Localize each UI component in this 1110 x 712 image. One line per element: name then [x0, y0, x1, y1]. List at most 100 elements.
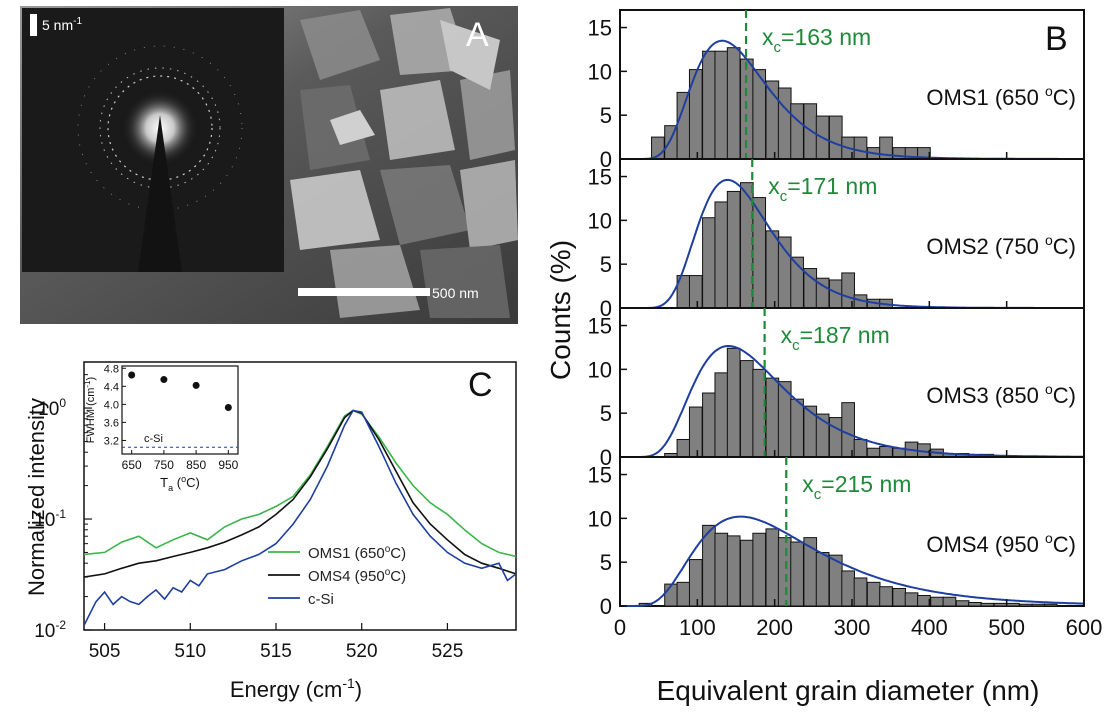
y-tick-label: 0 [600, 445, 612, 470]
xc-label-subscript: c [780, 188, 788, 205]
inset-data-point [160, 376, 168, 384]
sample-label-main: OMS3 (850 [926, 383, 1045, 408]
histogram-bar [702, 50, 716, 160]
xc-label-subscript: c [792, 337, 800, 354]
inset-y-tick-label: 4.8 [104, 363, 119, 375]
histogram-bar [688, 559, 703, 607]
legend-label-main: OMS1 (650 [308, 545, 385, 562]
panel-a-micrograph: 5 nm-1 A 500 nm [20, 6, 518, 324]
y-tick-label: 15 [588, 16, 612, 41]
sample-label-main: OMS4 (950 [926, 532, 1045, 557]
histogram-bar [980, 602, 995, 607]
legend-label: c-Si [308, 591, 334, 608]
sample-label-sup: o [1045, 381, 1053, 397]
scale-bar-label: 500 nm [432, 285, 479, 301]
panel-a-label: A [466, 16, 489, 54]
histogram-bar [790, 398, 804, 458]
histogram-subplot-2: xc=171 nm OMS2 (750 oC) 0 5 10 15 [588, 158, 1085, 321]
histogram-bar [777, 87, 792, 160]
sample-label-sup: o [1045, 232, 1053, 248]
spectrum-line-1 [84, 409, 516, 558]
inset-x-tick-label: 950 [218, 458, 238, 472]
xc-label-value: =171 nm [787, 173, 877, 199]
y-tick-exponent: -1 [55, 507, 66, 521]
xc-label-prefix: x [802, 471, 814, 497]
x-tick-label: 510 [174, 641, 206, 662]
y-tick-mantissa: 10 [34, 621, 55, 642]
inset-y-tick-label: 4.4 [104, 381, 119, 393]
x-tick-label: 600 [1066, 615, 1103, 640]
histogram-bar [702, 217, 716, 309]
histogram-bar [904, 592, 919, 607]
histogram-bar [853, 438, 868, 458]
histogram-subplot-3: xc=187 nm OMS3 (850 oC) 0 5 10 15 [588, 307, 1085, 470]
panel-b-label: B [1045, 20, 1068, 58]
xc-label: xc=171 nm [768, 173, 877, 205]
fwhm-inset: 650 750 850 950 3.2 3.6 4.0 4.4 4.8 c-Si Ta (oC) FW… [83, 363, 239, 493]
inset-reference-label: c-Si [144, 433, 163, 445]
histogram-bar [688, 406, 703, 458]
histogram-bar [853, 136, 868, 160]
histogram-bar [879, 445, 893, 458]
grain-texture [290, 8, 518, 318]
x-tick-label: 520 [346, 641, 378, 662]
inset-xlabel-sup: o [181, 474, 186, 484]
inset-x-tick-label: 850 [186, 458, 206, 472]
x-tick-label: 500 [988, 615, 1025, 640]
histogram-bar [676, 581, 691, 607]
histogram-bar [866, 447, 881, 458]
inset-xlabel-mid: ( [173, 475, 182, 490]
x-tick-label: 300 [834, 615, 871, 640]
histogram-bar [688, 275, 703, 309]
diffraction-ring [99, 67, 221, 189]
xc-label-prefix: x [781, 322, 793, 348]
histogram-bar [714, 201, 729, 309]
sample-label-sup: o [1045, 530, 1053, 546]
xc-label-value: =163 nm [781, 24, 871, 50]
y-tick-label: 5 [600, 252, 612, 277]
legend-label: OMS4 (950oC) [308, 567, 406, 585]
inset-frame [121, 365, 239, 455]
sample-label-main: OMS1 (650 [926, 85, 1045, 110]
histogram-subplot-1: xc=163 nm OMS1 (650 oC) 0 5 10 15 [588, 9, 1085, 172]
histogram-bar [917, 594, 931, 607]
inset-ylabel-main: FWHM (cm [85, 388, 97, 444]
panel-c-label: C [468, 366, 493, 404]
histogram-bar [739, 539, 754, 607]
histogram-bar [765, 377, 780, 458]
histogram-bar [726, 347, 741, 458]
y-tick-label: 15 [588, 314, 612, 339]
histogram-bar [765, 230, 780, 309]
x-tick-label: 100 [679, 615, 716, 640]
inset-x-tick-label: 750 [154, 458, 174, 472]
sample-label: OMS1 (650 oC) [926, 83, 1076, 110]
legend-label-main: OMS4 (950 [308, 568, 385, 585]
panel-b-ylabel: Counts (%) [545, 240, 576, 380]
inset-y-tick-label: 3.2 [104, 435, 119, 447]
sample-label: OMS4 (950 oC) [926, 530, 1076, 557]
y-tick-label: 0 [600, 296, 612, 321]
histogram-bar [726, 47, 741, 160]
histogram-bar [853, 577, 868, 607]
xc-label-prefix: x [768, 173, 780, 199]
histogram-bar [930, 596, 944, 607]
inset-scale-bar [30, 14, 37, 36]
histogram-bar [790, 103, 804, 160]
y-tick-label: 10 [588, 357, 612, 382]
panel-b-xlabel: Equivalent grain diameter (nm) [657, 675, 1040, 706]
histogram-bar [777, 537, 792, 607]
sample-label-end: C) [1053, 383, 1076, 408]
xc-label: xc=187 nm [781, 322, 890, 354]
xc-label-value: =187 nm [800, 322, 890, 348]
histogram-bar [892, 587, 907, 607]
histogram-bar [1019, 603, 1033, 607]
y-tick-label: 5 [600, 103, 612, 128]
histogram-bar [777, 236, 792, 309]
scale-bar [298, 288, 430, 296]
spectrum-line-2 [84, 409, 516, 578]
histogram-bar [803, 268, 818, 309]
inset-xlabel-end: C) [186, 475, 200, 490]
